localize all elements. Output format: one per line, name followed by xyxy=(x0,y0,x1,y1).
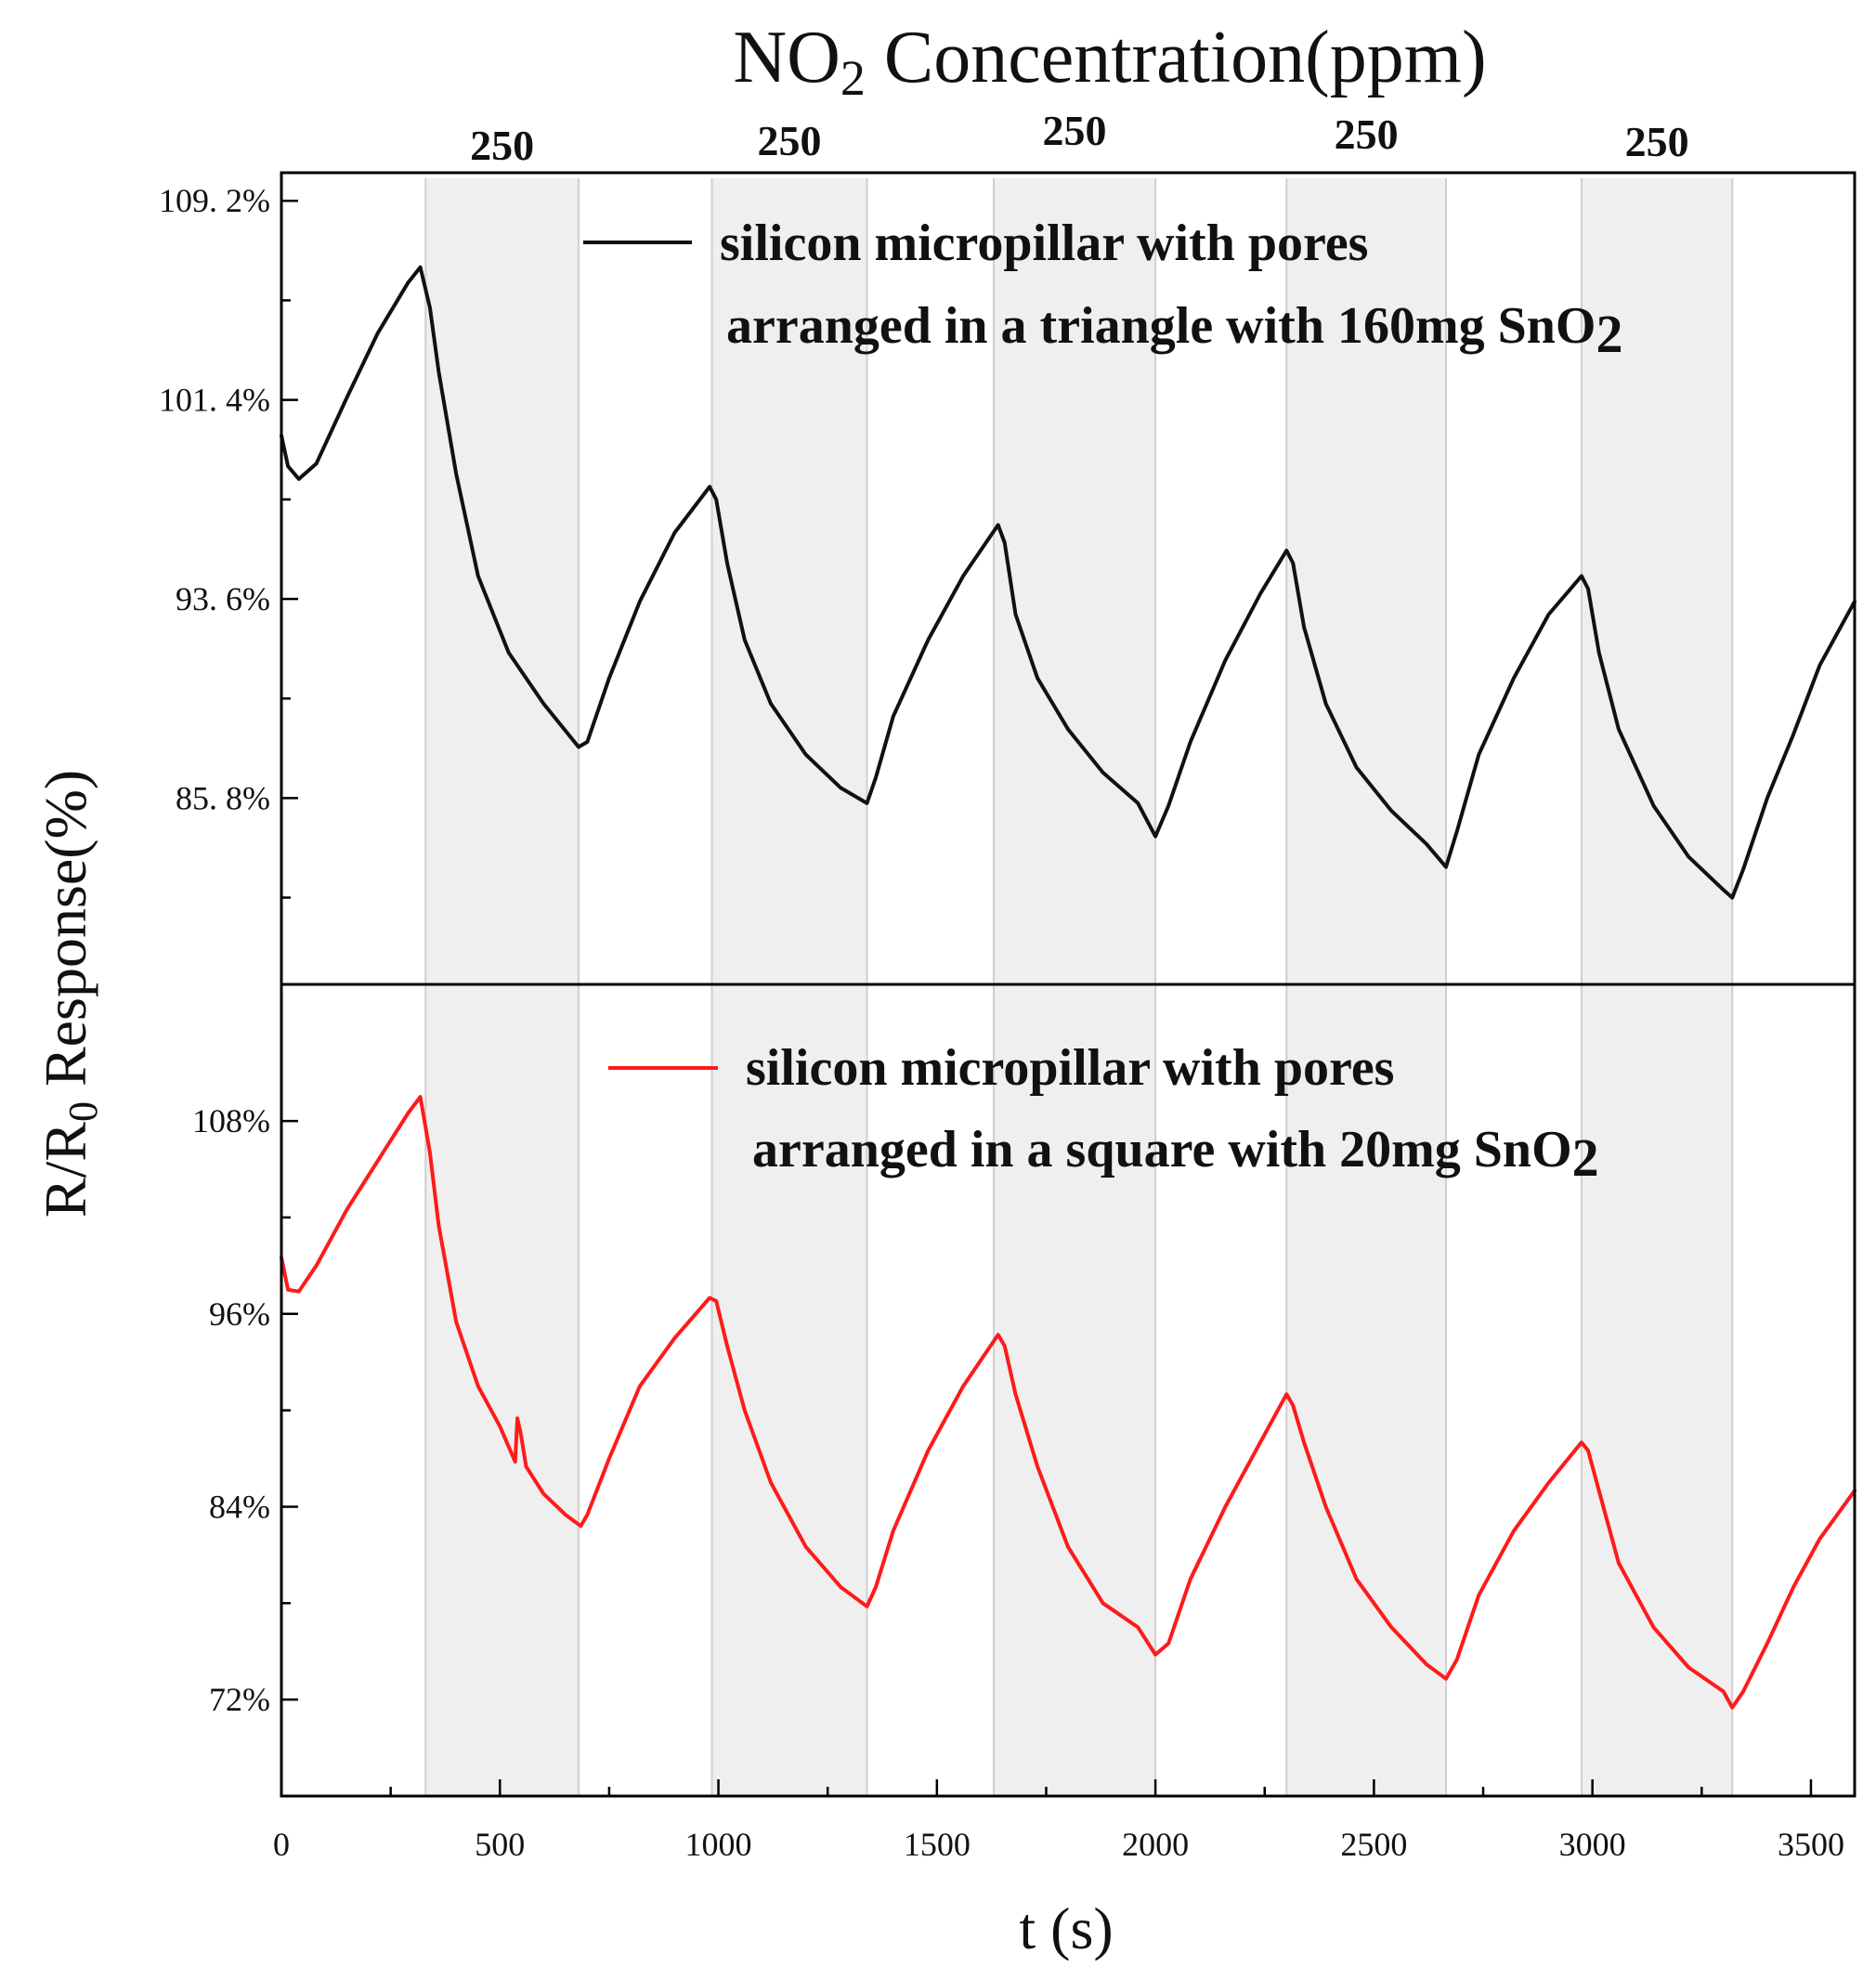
y-tick-label: 101. 4% xyxy=(159,382,270,419)
x-tick-label: 2500 xyxy=(1340,1826,1407,1863)
exposure-shading xyxy=(424,178,1734,1796)
title-suffix: Concentration(ppm) xyxy=(866,17,1487,98)
ylabel-subscript: 0 xyxy=(60,1101,106,1122)
legend-bottom-line2: arranged in a square with 20mg SnO2 xyxy=(752,1121,1599,1188)
ylabel-suffix: Response(%) xyxy=(33,770,98,1101)
legend-bottom-line2-subscript: 2 xyxy=(1572,1127,1599,1188)
x-tick-label: 3000 xyxy=(1559,1826,1626,1863)
legend-top-line1: silicon micropillar with pores xyxy=(720,215,1368,272)
exposure-band-2 xyxy=(711,178,867,1796)
concentration-label: 250 xyxy=(1043,107,1107,154)
x-tick-label: 0 xyxy=(273,1826,290,1863)
x-tick-label: 2000 xyxy=(1122,1826,1189,1863)
legend-top-line2-text: arranged in a triangle with 160mg SnO xyxy=(726,297,1596,355)
y-tick-label: 72% xyxy=(209,1681,270,1718)
plot-frame xyxy=(280,171,1856,1798)
legend-bottom-line2-text: arranged in a square with 20mg SnO xyxy=(752,1121,1572,1178)
legend-top: silicon micropillar with pores arranged … xyxy=(583,215,1622,364)
ylabel-prefix: R/R xyxy=(33,1122,98,1217)
exposure-band-4 xyxy=(1286,178,1447,1796)
title-prefix: NO xyxy=(733,17,840,98)
x-tick-label: 1500 xyxy=(904,1826,971,1863)
legend-bottom-line1: silicon micropillar with pores xyxy=(746,1039,1394,1097)
y-tick-label: 85. 8% xyxy=(176,779,270,816)
y-tick-label: 93. 6% xyxy=(176,580,270,618)
y-axis-title: R/R0 Response(%) xyxy=(33,770,106,1217)
concentration-label: 250 xyxy=(1625,118,1689,165)
x-tick-label: 1000 xyxy=(685,1826,752,1863)
x-axis-title: t (s) xyxy=(1019,1895,1113,1961)
legend-top-line2-subscript: 2 xyxy=(1596,304,1622,364)
concentration-label: 250 xyxy=(1335,111,1399,158)
y-tick-label: 109. 2% xyxy=(159,182,270,219)
series-line-bottom xyxy=(280,1095,1856,1710)
concentration-label: 250 xyxy=(470,122,534,169)
x-tick-label: 500 xyxy=(475,1826,525,1863)
x-axis: 0 500 1000 1500 2000 2500 3000 3500 xyxy=(273,1779,1844,1863)
y-tick-label: 108% xyxy=(192,1102,270,1139)
legend-bottom: silicon micropillar with pores arranged … xyxy=(608,1039,1599,1188)
series-line-top xyxy=(280,265,1856,900)
concentration-label: 250 xyxy=(758,117,822,164)
panel-top: 109. 2% 101. 4% 93. 6% 85. 8% xyxy=(159,182,1856,900)
y-tick-label: 96% xyxy=(209,1295,270,1333)
panel-bottom: 108% 96% 84% 72% xyxy=(192,1095,1856,1718)
concentration-labels: 250 250 250 250 250 xyxy=(470,107,1688,169)
chart-title: NO2 Concentration(ppm) xyxy=(733,17,1486,106)
legend-top-line2: arranged in a triangle with 160mg SnO2 xyxy=(726,297,1622,364)
y-tick-label: 84% xyxy=(209,1488,270,1525)
title-subscript: 2 xyxy=(840,50,866,106)
exposure-band-3 xyxy=(994,178,1156,1796)
x-tick-label: 3500 xyxy=(1778,1826,1844,1863)
exposure-band-5 xyxy=(1581,178,1733,1796)
